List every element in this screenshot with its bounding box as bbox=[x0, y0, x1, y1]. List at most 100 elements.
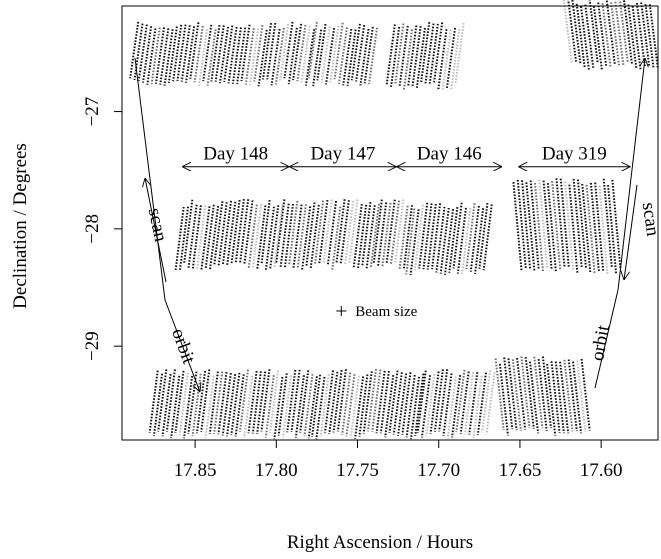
scan-track bbox=[571, 0, 582, 65]
scan-track bbox=[221, 200, 233, 265]
day-label-bg bbox=[536, 144, 613, 165]
scan-track bbox=[416, 370, 427, 433]
scan-track bbox=[390, 26, 401, 87]
scan-track bbox=[266, 22, 277, 80]
day-label-bg bbox=[304, 144, 381, 165]
day-label: Day 148 bbox=[203, 144, 268, 165]
left-orbit-line bbox=[134, 57, 166, 301]
scan-track bbox=[273, 203, 284, 268]
scan-track bbox=[234, 198, 245, 263]
scan-track bbox=[320, 26, 331, 83]
scan-track bbox=[189, 22, 200, 79]
scan-track bbox=[588, 0, 599, 64]
scan-track bbox=[614, 1, 625, 67]
scan-track bbox=[178, 206, 190, 271]
scan-track bbox=[602, 178, 613, 269]
x-tick-label: 17.70 bbox=[417, 460, 460, 481]
scan-block bbox=[275, 199, 381, 271]
beam-size-label: Beam size bbox=[355, 304, 417, 320]
scan-track bbox=[174, 370, 185, 434]
left-scan-label: scan bbox=[144, 206, 172, 244]
scan-track bbox=[239, 199, 250, 263]
scan-track bbox=[352, 203, 363, 268]
scan-track bbox=[247, 370, 258, 434]
scan-track bbox=[133, 23, 144, 81]
scan-track bbox=[316, 23, 327, 81]
scan-track bbox=[640, 2, 651, 68]
left-orbit-label: orbit bbox=[167, 326, 199, 368]
scan-track bbox=[580, 6, 591, 72]
scan-track bbox=[257, 29, 268, 87]
scan-track bbox=[372, 199, 383, 264]
scan-track bbox=[537, 359, 548, 431]
scan-track bbox=[568, 184, 579, 274]
scan-track bbox=[323, 370, 335, 433]
scan-track bbox=[388, 370, 399, 433]
scan-track bbox=[627, 4, 638, 70]
scan-track bbox=[292, 23, 303, 81]
scan-track bbox=[176, 24, 187, 82]
scan-track bbox=[358, 374, 369, 437]
scan-track bbox=[129, 21, 140, 79]
scan-track bbox=[503, 357, 514, 430]
scan-track bbox=[584, 4, 595, 70]
scan-track bbox=[249, 28, 260, 85]
scan-track bbox=[648, 4, 659, 69]
scan-track bbox=[359, 28, 370, 86]
scan-track bbox=[597, 2, 608, 68]
scan-block bbox=[385, 22, 465, 90]
scan-block bbox=[210, 21, 316, 87]
scan-track bbox=[172, 24, 183, 82]
scan-track bbox=[183, 199, 194, 264]
scan-track bbox=[264, 206, 276, 271]
scan-track bbox=[167, 26, 178, 84]
scan-track bbox=[275, 199, 286, 263]
scan-track bbox=[174, 206, 185, 271]
scan-track bbox=[244, 28, 255, 85]
y-axis: −27 −28 −29 bbox=[82, 97, 123, 361]
scan-track bbox=[635, 2, 647, 68]
scan-track bbox=[481, 370, 492, 433]
scan-track bbox=[441, 29, 452, 90]
scan-track bbox=[301, 206, 312, 270]
scan-track bbox=[230, 372, 241, 436]
scan-track bbox=[342, 28, 353, 86]
day-label-bg bbox=[411, 144, 488, 165]
scan-track bbox=[214, 25, 225, 82]
scan-track bbox=[469, 205, 480, 272]
right-scan-label: scan bbox=[638, 201, 661, 238]
y-tick-label: −28 bbox=[82, 214, 103, 244]
scan-track bbox=[598, 185, 609, 276]
scan-track bbox=[422, 203, 433, 270]
scan-track bbox=[197, 29, 209, 86]
scan-track bbox=[528, 361, 540, 434]
scan-track bbox=[208, 371, 219, 434]
scan-track bbox=[516, 357, 527, 430]
scan-track bbox=[319, 374, 330, 437]
x-tick-label: 17.60 bbox=[580, 460, 623, 481]
scan-track bbox=[424, 23, 435, 84]
scan-track bbox=[187, 204, 198, 269]
scan-track bbox=[315, 376, 326, 440]
scan-track bbox=[256, 371, 267, 434]
scan-track bbox=[193, 25, 204, 83]
scan-track bbox=[299, 370, 310, 433]
x-tick-label: 17.75 bbox=[336, 460, 379, 481]
scan-track bbox=[384, 375, 395, 438]
scan-track bbox=[485, 372, 496, 435]
scan-track bbox=[369, 203, 381, 268]
scan-track bbox=[559, 178, 570, 268]
scan-track bbox=[269, 205, 280, 269]
scan-track bbox=[409, 376, 421, 440]
scan-track bbox=[361, 202, 372, 266]
scan-track bbox=[414, 373, 425, 436]
scan-track bbox=[450, 28, 461, 90]
scan-track bbox=[227, 26, 238, 84]
scan-track bbox=[300, 25, 311, 83]
scan-track bbox=[375, 370, 386, 434]
scan-track bbox=[623, 0, 634, 65]
scan-block bbox=[174, 198, 284, 271]
scan-track bbox=[311, 374, 322, 438]
day-label-bg bbox=[197, 144, 274, 165]
scan-track bbox=[217, 202, 228, 266]
